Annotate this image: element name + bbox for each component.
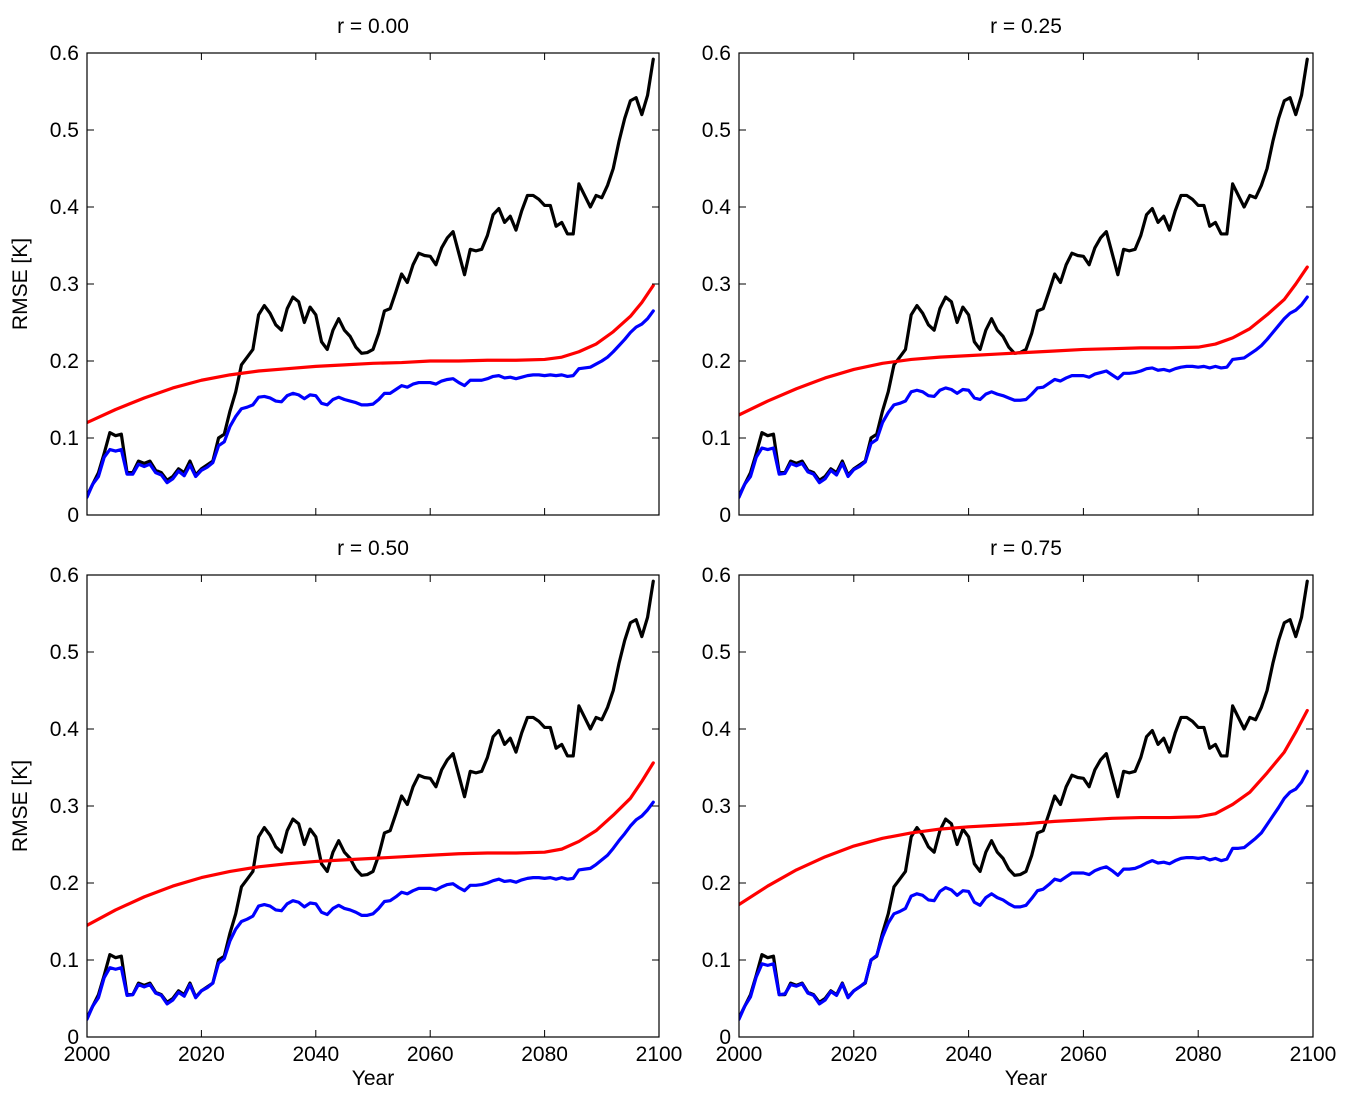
x-tick-label: 2040 [292,1043,339,1066]
y-tick-label: 0.6 [702,42,731,65]
panel-1: 0 0.1 0.2 0.3 0.4 0.5 0.6 r = 0.00 RMSE [K] [9,15,659,527]
y-tick-label: 0 [67,504,79,527]
y-tick-label: 0.3 [50,795,79,818]
x-tick-label: 2020 [830,1043,877,1066]
y-axis-label: RMSE [K] [9,760,32,852]
x-tick-label: 2040 [945,1043,992,1066]
y-tick-label: 0.3 [50,273,79,296]
y-tick-label: 0.3 [702,273,731,296]
x-tick-label: 2080 [1175,1043,1222,1066]
y-tick-label: 0.4 [50,718,80,741]
y-tick-label: 0.6 [50,564,79,587]
series-line-3 [739,267,1307,415]
y-tick-label: 0 [67,1026,79,1049]
series-line-2 [87,311,653,497]
y-tick-label: 0.4 [702,196,732,219]
y-tick-label: 0.5 [50,119,79,142]
y-tick-label: 0.4 [702,718,732,741]
x-tick-label: 2080 [521,1043,568,1066]
plot-frame [87,575,659,1037]
y-tick-label: 0.6 [702,564,731,587]
panel-title: r = 0.25 [990,15,1062,38]
plot-frame [87,53,659,515]
series-line-1 [739,581,1307,1018]
series-line-2 [87,802,653,1019]
series-line-1 [87,581,653,1018]
x-tick-label: 2060 [1060,1043,1107,1066]
y-tick-label: 0.2 [50,350,79,373]
y-tick-label: 0 [719,1026,731,1049]
y-tick-label: 0.2 [50,872,79,895]
plot-frame [739,53,1313,515]
y-tick-label: 0.1 [50,427,79,450]
y-tick-label: 0.1 [702,427,731,450]
y-axis-label: RMSE [K] [9,238,32,330]
panel-title: r = 0.00 [337,15,409,38]
x-axis-label: Year [352,1067,394,1090]
series-line-3 [739,711,1307,905]
y-tick-label: 0.4 [50,196,80,219]
panel-title: r = 0.75 [990,537,1062,560]
series-line-3 [87,286,653,423]
y-tick-label: 0.6 [50,42,79,65]
y-tick-label: 0 [719,504,731,527]
series-line-2 [739,297,1307,497]
x-tick-label: 2100 [636,1043,683,1066]
y-tick-label: 0.5 [702,641,731,664]
series-line-3 [87,763,653,925]
series-line-1 [739,59,1307,496]
y-tick-label: 0.5 [50,641,79,664]
y-tick-label: 0.2 [702,872,731,895]
y-tick-label: 0.1 [50,949,79,972]
x-tick-label: 2100 [1290,1043,1337,1066]
x-axis-label: Year [1005,1067,1047,1090]
panel-4: 2000 2020 2040 2060 2080 210000.10.20.30.40.5… [702,537,1337,1090]
x-tick-label: 2020 [178,1043,225,1066]
y-tick-label: 0.1 [702,949,731,972]
series-line-1 [87,59,653,496]
panel-title: r = 0.50 [337,537,409,560]
y-tick-label: 0.2 [702,350,731,373]
y-tick-label: 0.3 [702,795,731,818]
panel-2: 0 0.1 0.2 0.3 0.4 0.5 0.6 r = 0.25 [702,15,1313,527]
y-tick-label: 0.5 [702,119,731,142]
panel-3: 2000 2020 2040 2060 2080 210000.10.20.30.40.5… [9,537,682,1090]
x-tick-label: 2060 [407,1043,454,1066]
